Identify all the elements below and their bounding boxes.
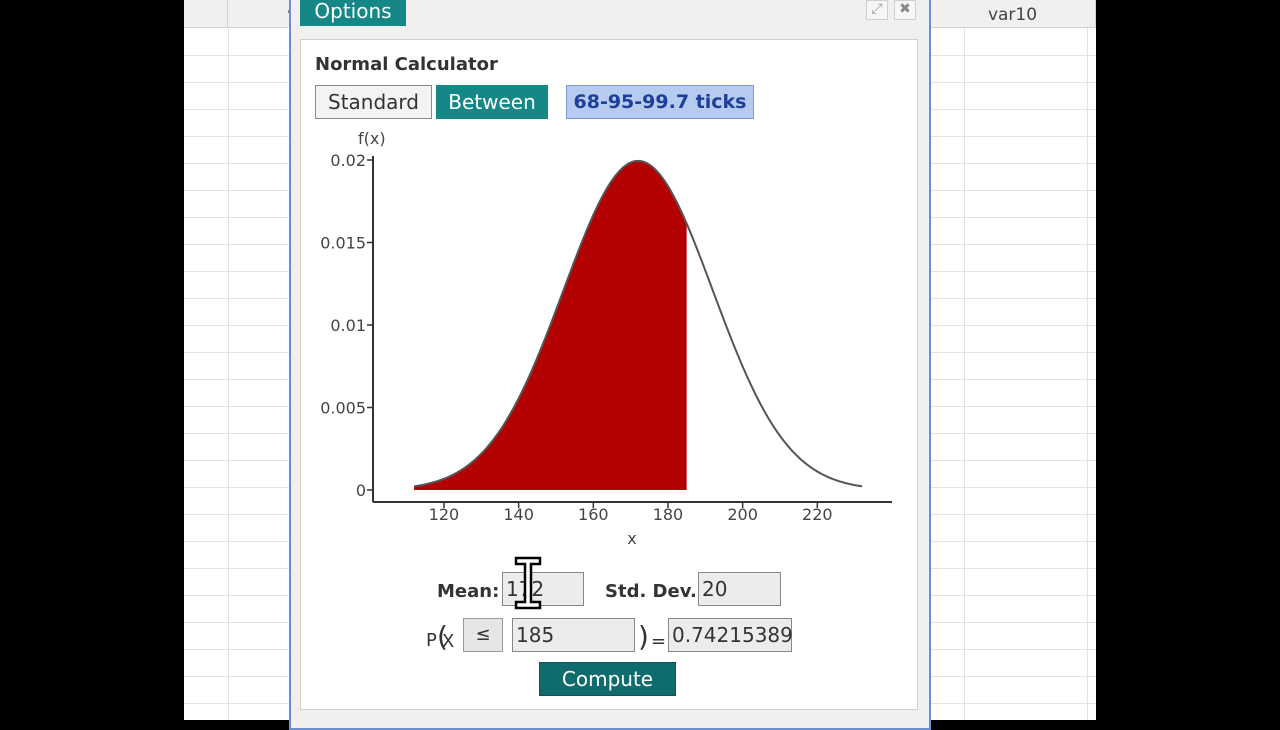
x-tick-label: 140 xyxy=(503,505,534,524)
prob-p: P xyxy=(426,630,437,651)
prob-paren-open: ( xyxy=(437,620,448,653)
x-tick-label: 200 xyxy=(727,505,758,524)
expand-icon[interactable]: ⤢ xyxy=(866,0,888,20)
text-cursor-icon xyxy=(514,556,542,610)
calculator-title: Normal Calculator xyxy=(315,54,498,75)
y-tick-label: 0.01 xyxy=(330,316,366,335)
y-tick-label: 0.005 xyxy=(320,399,366,418)
x-value-input[interactable]: 185 xyxy=(512,618,635,652)
std-dev-input[interactable]: 20 xyxy=(698,572,781,606)
x-tick-label: 120 xyxy=(429,505,460,524)
x-axis-label: x xyxy=(627,529,636,548)
tab-standard[interactable]: Standard xyxy=(315,85,432,119)
dialog-title[interactable]: Options xyxy=(300,0,406,26)
x-tick-label: 180 xyxy=(653,505,684,524)
std-dev-label: Std. Dev.: xyxy=(605,581,705,602)
prob-variable: X xyxy=(442,631,455,652)
y-axis-label: f(x) xyxy=(358,129,386,148)
prob-paren-close: ) xyxy=(638,620,649,653)
y-tick-label: 0.015 xyxy=(320,234,366,253)
column-header[interactable]: var10 xyxy=(930,0,1096,28)
density-curve xyxy=(413,159,863,488)
y-tick-label: 0 xyxy=(356,481,366,500)
result-output[interactable]: 0.74215389 xyxy=(668,618,793,652)
compute-button[interactable]: Compute xyxy=(539,662,676,696)
mean-label: Mean: xyxy=(437,581,500,602)
close-icon[interactable]: ✖ xyxy=(894,0,916,20)
operator-select[interactable]: ≤ xyxy=(463,618,503,652)
y-tick-label: 0.02 xyxy=(330,151,366,170)
x-tick-label: 160 xyxy=(578,505,609,524)
x-tick-label: 220 xyxy=(802,505,833,524)
ticks-toggle-button[interactable]: 68-95-99.7 ticks xyxy=(566,85,754,119)
column-header[interactable] xyxy=(184,0,228,28)
prob-equals: = xyxy=(651,631,667,652)
normal-distribution-chart: f(x) x 120 140 160 180 200 220 0 0.005 0.01 0.01… xyxy=(320,129,892,548)
tab-between[interactable]: Between xyxy=(436,85,548,119)
